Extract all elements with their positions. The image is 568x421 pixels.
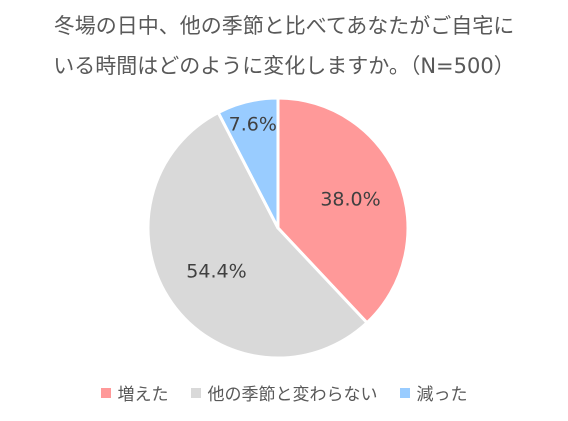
data-label-increased: 38.0% xyxy=(320,188,380,210)
legend-label-decreased: 減った xyxy=(416,385,468,405)
chart-title-line-1: 冬場の日中、他の季節と比べてあなたがご自宅に xyxy=(53,14,515,38)
data-label-unchanged: 54.4% xyxy=(186,261,246,283)
data-label-decreased: 7.6% xyxy=(229,113,277,135)
legend-item-increased: 増えた xyxy=(100,380,169,405)
legend-swatch-unchanged xyxy=(190,387,201,398)
pie-slice-decreased xyxy=(216,96,280,230)
legend-item-unchanged: 他の季節と変わらない xyxy=(190,380,378,405)
legend-label-unchanged: 他の季節と変わらない xyxy=(207,385,378,405)
legend-swatch-decreased xyxy=(399,387,410,398)
chart-legend: 増えた 他の季節と変わらない 減った xyxy=(0,380,568,405)
legend-label-increased: 増えた xyxy=(117,385,169,405)
chart-title: 冬場の日中、他の季節と比べてあなたがご自宅に いる時間はどのように変化しますか。… xyxy=(0,6,568,86)
legend-item-decreased: 減った xyxy=(399,380,468,405)
pie-slice-unchanged xyxy=(146,111,369,360)
pie-data-labels: 38.0% 54.4% 7.6% xyxy=(186,113,380,282)
pie-slices xyxy=(146,96,410,360)
chart-title-line-2: いる時間はどのように変化しますか。（N=500） xyxy=(53,54,515,78)
pie-slice-increased xyxy=(276,96,410,325)
legend-swatch-increased xyxy=(100,387,111,398)
